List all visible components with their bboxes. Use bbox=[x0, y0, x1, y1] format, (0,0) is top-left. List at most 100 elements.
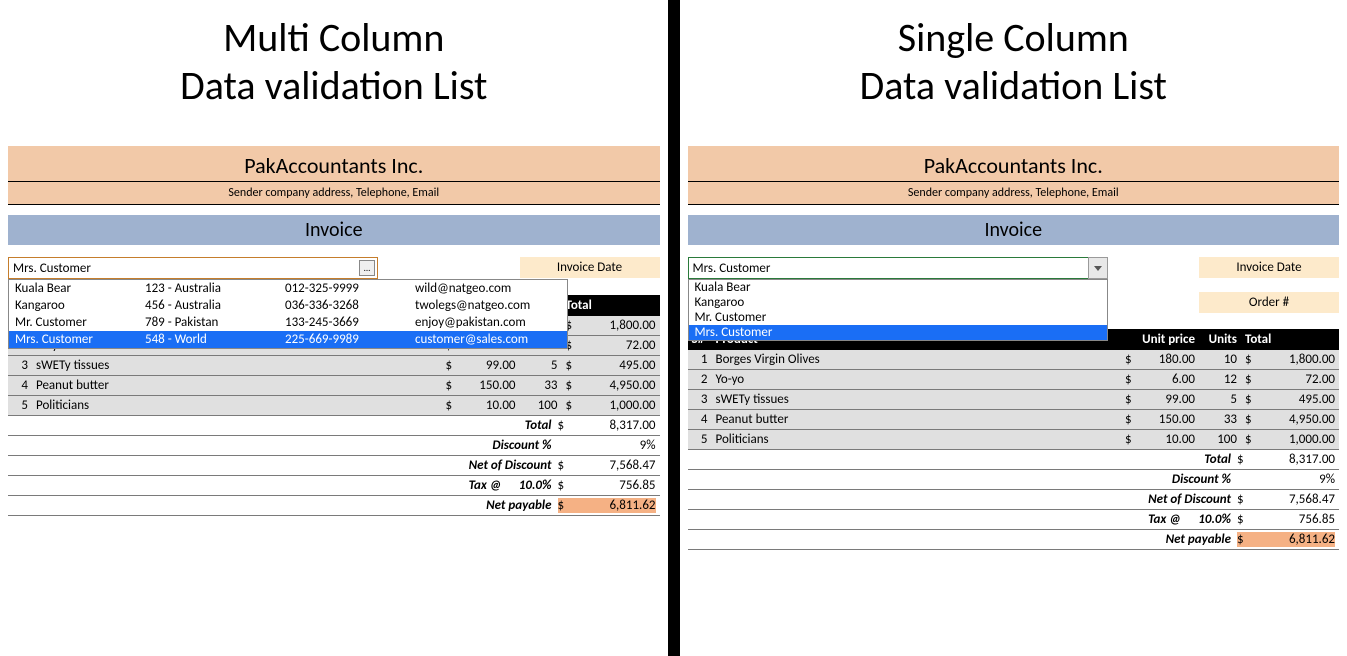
multi-list-item[interactable]: Kangaroo456 - Australia036-336-3268twole… bbox=[9, 297, 567, 314]
th-total: Total bbox=[562, 295, 660, 316]
summary-right: Total$8,317.00Discount %9%Net of Discoun… bbox=[688, 450, 1340, 550]
cell-sn: 3 bbox=[688, 390, 712, 410]
cell-tcur: $ bbox=[562, 396, 580, 416]
cell-cur: $ bbox=[442, 356, 460, 376]
multi-col-name: Kuala Bear bbox=[15, 281, 145, 296]
multi-dropdown-button[interactable]: ... bbox=[359, 260, 375, 276]
right-title-line1: Single Column bbox=[898, 13, 1129, 62]
cell-product: Politicians bbox=[32, 396, 442, 416]
cell-product: Peanut butter bbox=[32, 376, 442, 396]
single-dropdown-value: Mrs. Customer bbox=[693, 261, 771, 276]
cell-sn: 5 bbox=[688, 430, 712, 450]
multi-dropdown-area: Mrs. Customer ... Kuala Bear123 - Austra… bbox=[8, 257, 378, 279]
multi-col-email: enjoy@pakistan.com bbox=[415, 315, 561, 330]
cell-total: 1,000.00 bbox=[580, 396, 660, 416]
company-sub-left: Sender company address, Telephone, Email bbox=[8, 182, 660, 204]
cell-price: 180.00 bbox=[1139, 350, 1199, 370]
multi-list-item[interactable]: Mr. Customer789 - Pakistan133-245-3669en… bbox=[9, 314, 567, 331]
multi-col-phone: 012-325-9999 bbox=[285, 281, 415, 296]
table-row[interactable]: 3sWETy tissues$99.005$495.00 bbox=[8, 356, 660, 376]
table-row[interactable]: 5Politicians$10.00100$1,000.00 bbox=[8, 396, 660, 416]
cell-price: 99.00 bbox=[460, 356, 520, 376]
multi-dropdown-input[interactable]: Mrs. Customer ... bbox=[8, 257, 378, 279]
cell-price: 6.00 bbox=[1139, 370, 1199, 390]
company-sub-right: Sender company address, Telephone, Email bbox=[688, 182, 1340, 204]
single-list-item[interactable]: Kangaroo bbox=[689, 295, 1107, 310]
cell-price: 10.00 bbox=[460, 396, 520, 416]
multi-col-phone: 036-336-3268 bbox=[285, 298, 415, 313]
single-list-item[interactable]: Mr. Customer bbox=[689, 310, 1107, 325]
cell-sn: 4 bbox=[8, 376, 32, 396]
cell-cur: $ bbox=[1121, 410, 1139, 430]
right-title-line2: Data validation List bbox=[860, 61, 1167, 110]
cell-units: 100 bbox=[1199, 430, 1241, 450]
cell-cur: $ bbox=[442, 396, 460, 416]
mid-row-left: Mrs. Customer ... Kuala Bear123 - Austra… bbox=[8, 257, 660, 279]
cell-units: 33 bbox=[1199, 410, 1241, 430]
multi-col-name: Mr. Customer bbox=[15, 315, 145, 330]
table-row[interactable]: 4Peanut butter$150.0033$4,950.00 bbox=[8, 376, 660, 396]
multi-list-item[interactable]: Kuala Bear123 - Australia012-325-9999wil… bbox=[9, 280, 567, 297]
right-panel: Single Column Data validation List PakAc… bbox=[680, 0, 1347, 656]
table-wrap-right: S# Product Unit price Units Total 1Borge… bbox=[688, 329, 1340, 550]
table-row[interactable]: 2Yo-yo$6.0012$72.00 bbox=[688, 370, 1340, 390]
cell-product: Yo-yo bbox=[712, 370, 1122, 390]
table-row[interactable]: 5Politicians$10.00100$1,000.00 bbox=[688, 430, 1340, 450]
multi-list-item[interactable]: Mrs. Customer548 - World225-669-9989cust… bbox=[9, 331, 567, 348]
th-total: Total bbox=[1241, 329, 1339, 350]
invoice-table-right: S# Product Unit price Units Total 1Borge… bbox=[688, 329, 1340, 450]
cell-tcur: $ bbox=[1241, 350, 1259, 370]
summary-net-discount: Net of Discount$7,568.47 bbox=[688, 490, 1340, 510]
summary-tax: Tax @10.0%$756.85 bbox=[8, 476, 660, 496]
single-dropdown-input[interactable]: Mrs. Customer bbox=[688, 257, 1108, 279]
cell-tcur: $ bbox=[562, 376, 580, 396]
single-dropdown-button[interactable] bbox=[1088, 257, 1108, 279]
cell-sn: 1 bbox=[688, 350, 712, 370]
single-list-item[interactable]: Kuala Bear bbox=[689, 280, 1107, 295]
cell-price: 99.00 bbox=[1139, 390, 1199, 410]
multi-col-addr: 789 - Pakistan bbox=[145, 315, 285, 330]
summary-net-payable: Net payable$6,811.62 bbox=[688, 530, 1340, 550]
cell-total: 1,000.00 bbox=[1259, 430, 1339, 450]
cell-total: 1,800.00 bbox=[1259, 350, 1339, 370]
cell-product: Borges Virgin Olives bbox=[712, 350, 1122, 370]
table-row[interactable]: 3sWETy tissues$99.005$495.00 bbox=[688, 390, 1340, 410]
table-row[interactable]: 1Borges Virgin Olives$180.0010$1,800.00 bbox=[688, 350, 1340, 370]
multi-dropdown-list[interactable]: Kuala Bear123 - Australia012-325-9999wil… bbox=[8, 279, 568, 349]
summary-net-discount: Net of Discount$7,568.47 bbox=[8, 456, 660, 476]
cell-sn: 4 bbox=[688, 410, 712, 430]
invoice-band-left: Invoice bbox=[8, 215, 660, 245]
cell-tcur: $ bbox=[1241, 410, 1259, 430]
multi-col-addr: 123 - Australia bbox=[145, 281, 285, 296]
cell-total: 4,950.00 bbox=[580, 376, 660, 396]
cell-sn: 3 bbox=[8, 356, 32, 376]
order-no-label-right: Order # bbox=[1199, 292, 1339, 313]
multi-col-phone: 133-245-3669 bbox=[285, 315, 415, 330]
cell-total: 495.00 bbox=[580, 356, 660, 376]
summary-left: Total$8,317.00Discount %9%Net of Discoun… bbox=[8, 416, 660, 516]
summary-discount: Discount %9% bbox=[8, 436, 660, 456]
cell-units: 10 bbox=[1199, 350, 1241, 370]
cell-total: 1,800.00 bbox=[580, 316, 660, 336]
cell-product: Politicians bbox=[712, 430, 1122, 450]
cell-total: 4,950.00 bbox=[1259, 410, 1339, 430]
table-row[interactable]: 4Peanut butter$150.0033$4,950.00 bbox=[688, 410, 1340, 430]
single-dropdown-list[interactable]: Kuala BearKangarooMr. CustomerMrs. Custo… bbox=[688, 279, 1108, 341]
summary-total: Total$8,317.00 bbox=[688, 450, 1340, 470]
cell-total: 72.00 bbox=[580, 336, 660, 356]
cell-units: 5 bbox=[1199, 390, 1241, 410]
cell-sn: 2 bbox=[688, 370, 712, 390]
single-list-item[interactable]: Mrs. Customer bbox=[689, 325, 1107, 340]
invoice-band-right: Invoice bbox=[688, 215, 1340, 245]
multi-dropdown-value: Mrs. Customer bbox=[13, 261, 91, 276]
cell-cur: $ bbox=[1121, 390, 1139, 410]
single-dropdown-area: Mrs. Customer Kuala BearKangarooMr. Cust… bbox=[688, 257, 1108, 313]
cell-sn: 5 bbox=[8, 396, 32, 416]
left-title: Multi Column Data validation List bbox=[8, 14, 660, 110]
left-title-line2: Data validation List bbox=[180, 61, 487, 110]
cell-total: 72.00 bbox=[1259, 370, 1339, 390]
left-title-line1: Multi Column bbox=[223, 13, 444, 62]
company-band-left: PakAccountants Inc. Sender company addre… bbox=[8, 146, 660, 205]
th-units: Units bbox=[1199, 329, 1241, 350]
multi-col-email: customer@sales.com bbox=[415, 332, 561, 347]
